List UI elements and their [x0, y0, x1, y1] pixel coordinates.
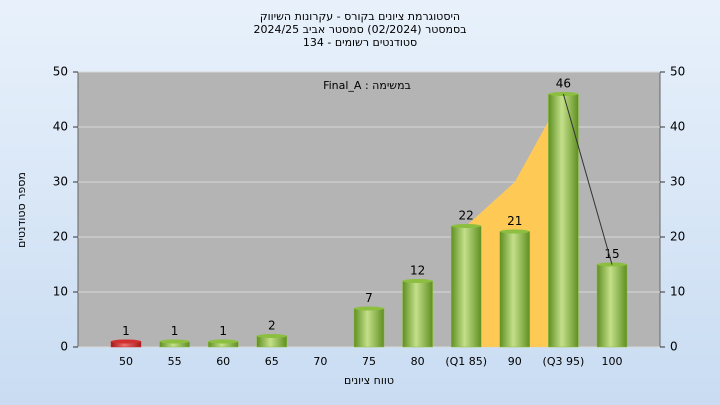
- bar-top: [159, 339, 190, 344]
- x-tick-label: (Q1 85): [445, 355, 487, 368]
- bar: [548, 93, 579, 348]
- data-label: 1: [219, 324, 227, 338]
- y-tick-label: 10: [53, 285, 68, 299]
- y-axis-label: מספר סטודנטים: [15, 172, 28, 248]
- x-tick-label: 65: [265, 355, 279, 368]
- annotation: Final_A : במשימה: [323, 79, 411, 92]
- data-label: 22: [459, 209, 474, 223]
- y-tick-label: 20: [53, 230, 68, 244]
- bar-top: [402, 279, 433, 283]
- bar-top: [499, 229, 530, 234]
- line: [562, 93, 613, 265]
- x-tick-label: 80: [411, 355, 425, 368]
- bar-top: [354, 306, 384, 311]
- y2-tick-label: 0: [670, 340, 678, 354]
- bar: [499, 231, 531, 348]
- y-tick-label: 0: [60, 340, 68, 354]
- x-tick-label: 100: [602, 355, 623, 368]
- bar: [402, 280, 433, 348]
- data-label: 7: [365, 291, 373, 305]
- data-label: 21: [507, 214, 522, 228]
- y2-tick-label: 50: [670, 65, 685, 79]
- y2-tick-label: 40: [670, 120, 685, 134]
- chart-subtitle: סטודנטים רשומים - 134: [303, 36, 417, 49]
- chart-subtitle: בסמסטר (02/2024) סמסטר אביב 2024/25: [253, 23, 466, 36]
- x-tick-label: 60: [216, 355, 230, 368]
- x-tick-label: 90: [508, 355, 522, 368]
- x-tick-label: 55: [168, 355, 182, 368]
- data-label: 1: [171, 324, 179, 338]
- chart-title: היסטוגרמת ציונים בקורס - עקרונות השיווק: [260, 10, 460, 23]
- y2-tick-label: 30: [670, 175, 685, 189]
- bar-top: [208, 339, 239, 344]
- data-label: 15: [604, 247, 619, 261]
- bar: [450, 225, 482, 348]
- x-tick-label: (Q3 95): [543, 355, 585, 368]
- x-tick-label: 75: [362, 355, 376, 368]
- bar-top: [451, 224, 482, 228]
- bar: [353, 308, 385, 348]
- y-tick-label: 40: [53, 120, 68, 134]
- bar-top: [111, 339, 141, 344]
- x-tick-label: 70: [313, 355, 327, 368]
- x-axis-label: טווח ציונים: [344, 374, 394, 387]
- x-tick-label: 50: [119, 355, 133, 368]
- bar: [596, 264, 628, 348]
- y-tick-label: 30: [53, 175, 68, 189]
- y-tick-label: 50: [53, 65, 68, 79]
- data-label: 46: [556, 77, 571, 91]
- data-label: 1: [122, 324, 130, 338]
- y2-tick-label: 20: [670, 230, 685, 244]
- data-label: 12: [410, 264, 425, 278]
- area: [466, 94, 564, 347]
- data-label: 2: [268, 319, 276, 333]
- y2-tick-label: 10: [670, 285, 685, 299]
- bar-top: [256, 334, 287, 338]
